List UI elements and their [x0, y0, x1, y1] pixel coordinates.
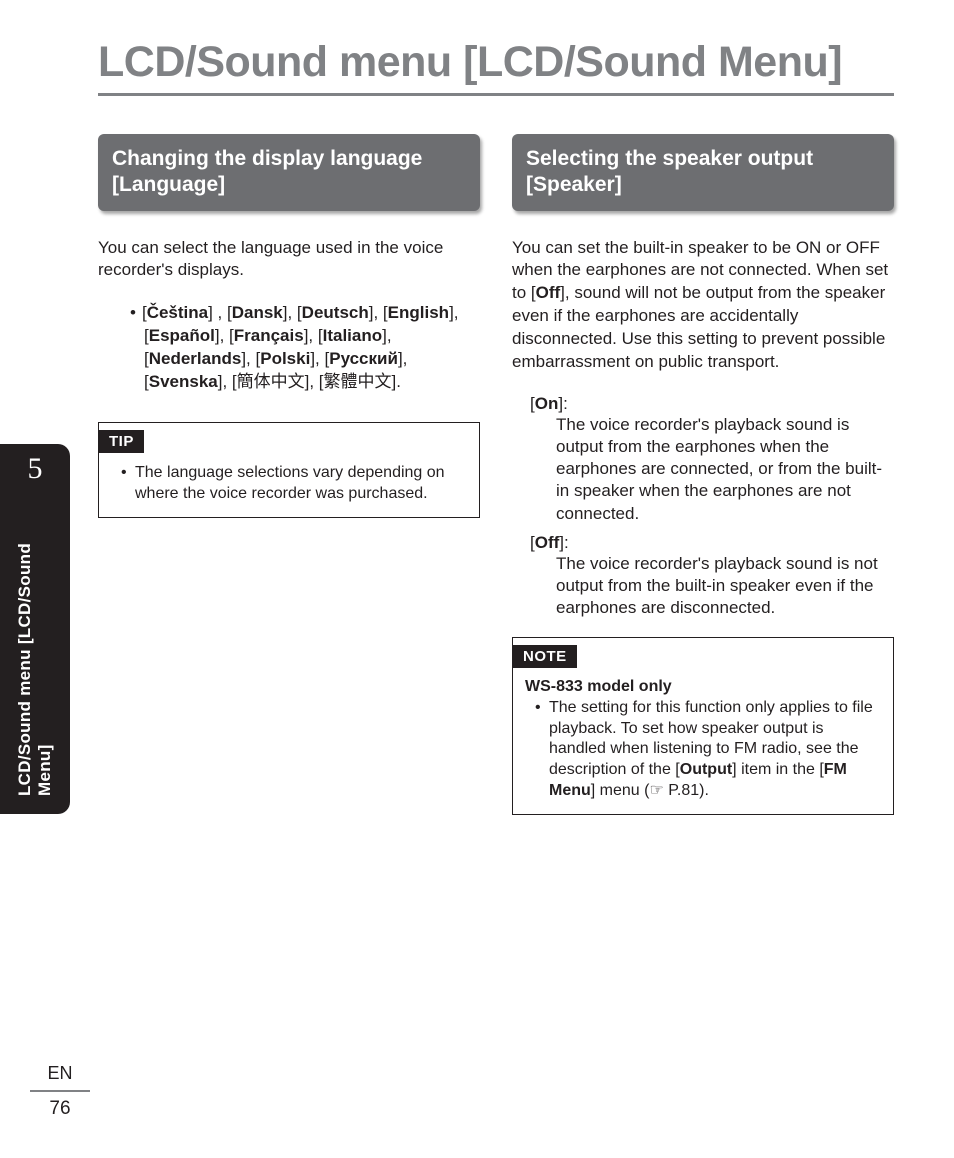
option-on-term: [On]:: [530, 394, 894, 414]
note-subtitle: WS-833 model only: [523, 678, 883, 696]
language-intro: You can select the language used in the …: [98, 237, 480, 283]
tip-item: The language selections vary depending o…: [123, 463, 469, 505]
footer-divider: [30, 1090, 90, 1092]
note-item: The setting for this function only appli…: [537, 698, 883, 802]
content-columns: Changing the display language [Language]…: [0, 96, 954, 815]
side-tab: 5 LCD/Sound menu [LCD/Sound Menu]: [0, 444, 70, 814]
option-off-term: [Off]:: [530, 533, 894, 553]
tip-label: TIP: [99, 430, 144, 453]
language-list: •[Čeština] , [Dansk], [Deutsch], [Englis…: [98, 302, 480, 394]
speaker-options: [On]: The voice recorder's playback soun…: [512, 394, 894, 619]
right-column: Selecting the speaker output [Speaker] Y…: [512, 134, 894, 815]
side-tab-number: 5: [0, 452, 70, 486]
section-heading-language: Changing the display language [Language]: [98, 134, 480, 211]
option-on-desc: The voice recorder's playback sound is o…: [530, 414, 894, 524]
footer-page-number: 76: [30, 1098, 90, 1120]
section-heading-speaker: Selecting the speaker output [Speaker]: [512, 134, 894, 211]
note-label: NOTE: [513, 645, 577, 668]
option-off-desc: The voice recorder's playback sound is n…: [530, 553, 894, 619]
note-callout: NOTE WS-833 model only The setting for t…: [512, 637, 894, 815]
speaker-intro: You can set the built-in speaker to be O…: [512, 237, 894, 375]
tip-callout: TIP The language selections vary dependi…: [98, 422, 480, 518]
side-tab-label: LCD/Sound menu [LCD/Sound Menu]: [15, 496, 55, 796]
side-tab-box: 5 LCD/Sound menu [LCD/Sound Menu]: [0, 444, 70, 814]
page-title: LCD/Sound menu [LCD/Sound Menu]: [0, 0, 954, 93]
left-column: Changing the display language [Language]…: [98, 134, 480, 815]
footer-language: EN: [30, 1063, 90, 1090]
page-footer: EN 76: [30, 1063, 90, 1120]
